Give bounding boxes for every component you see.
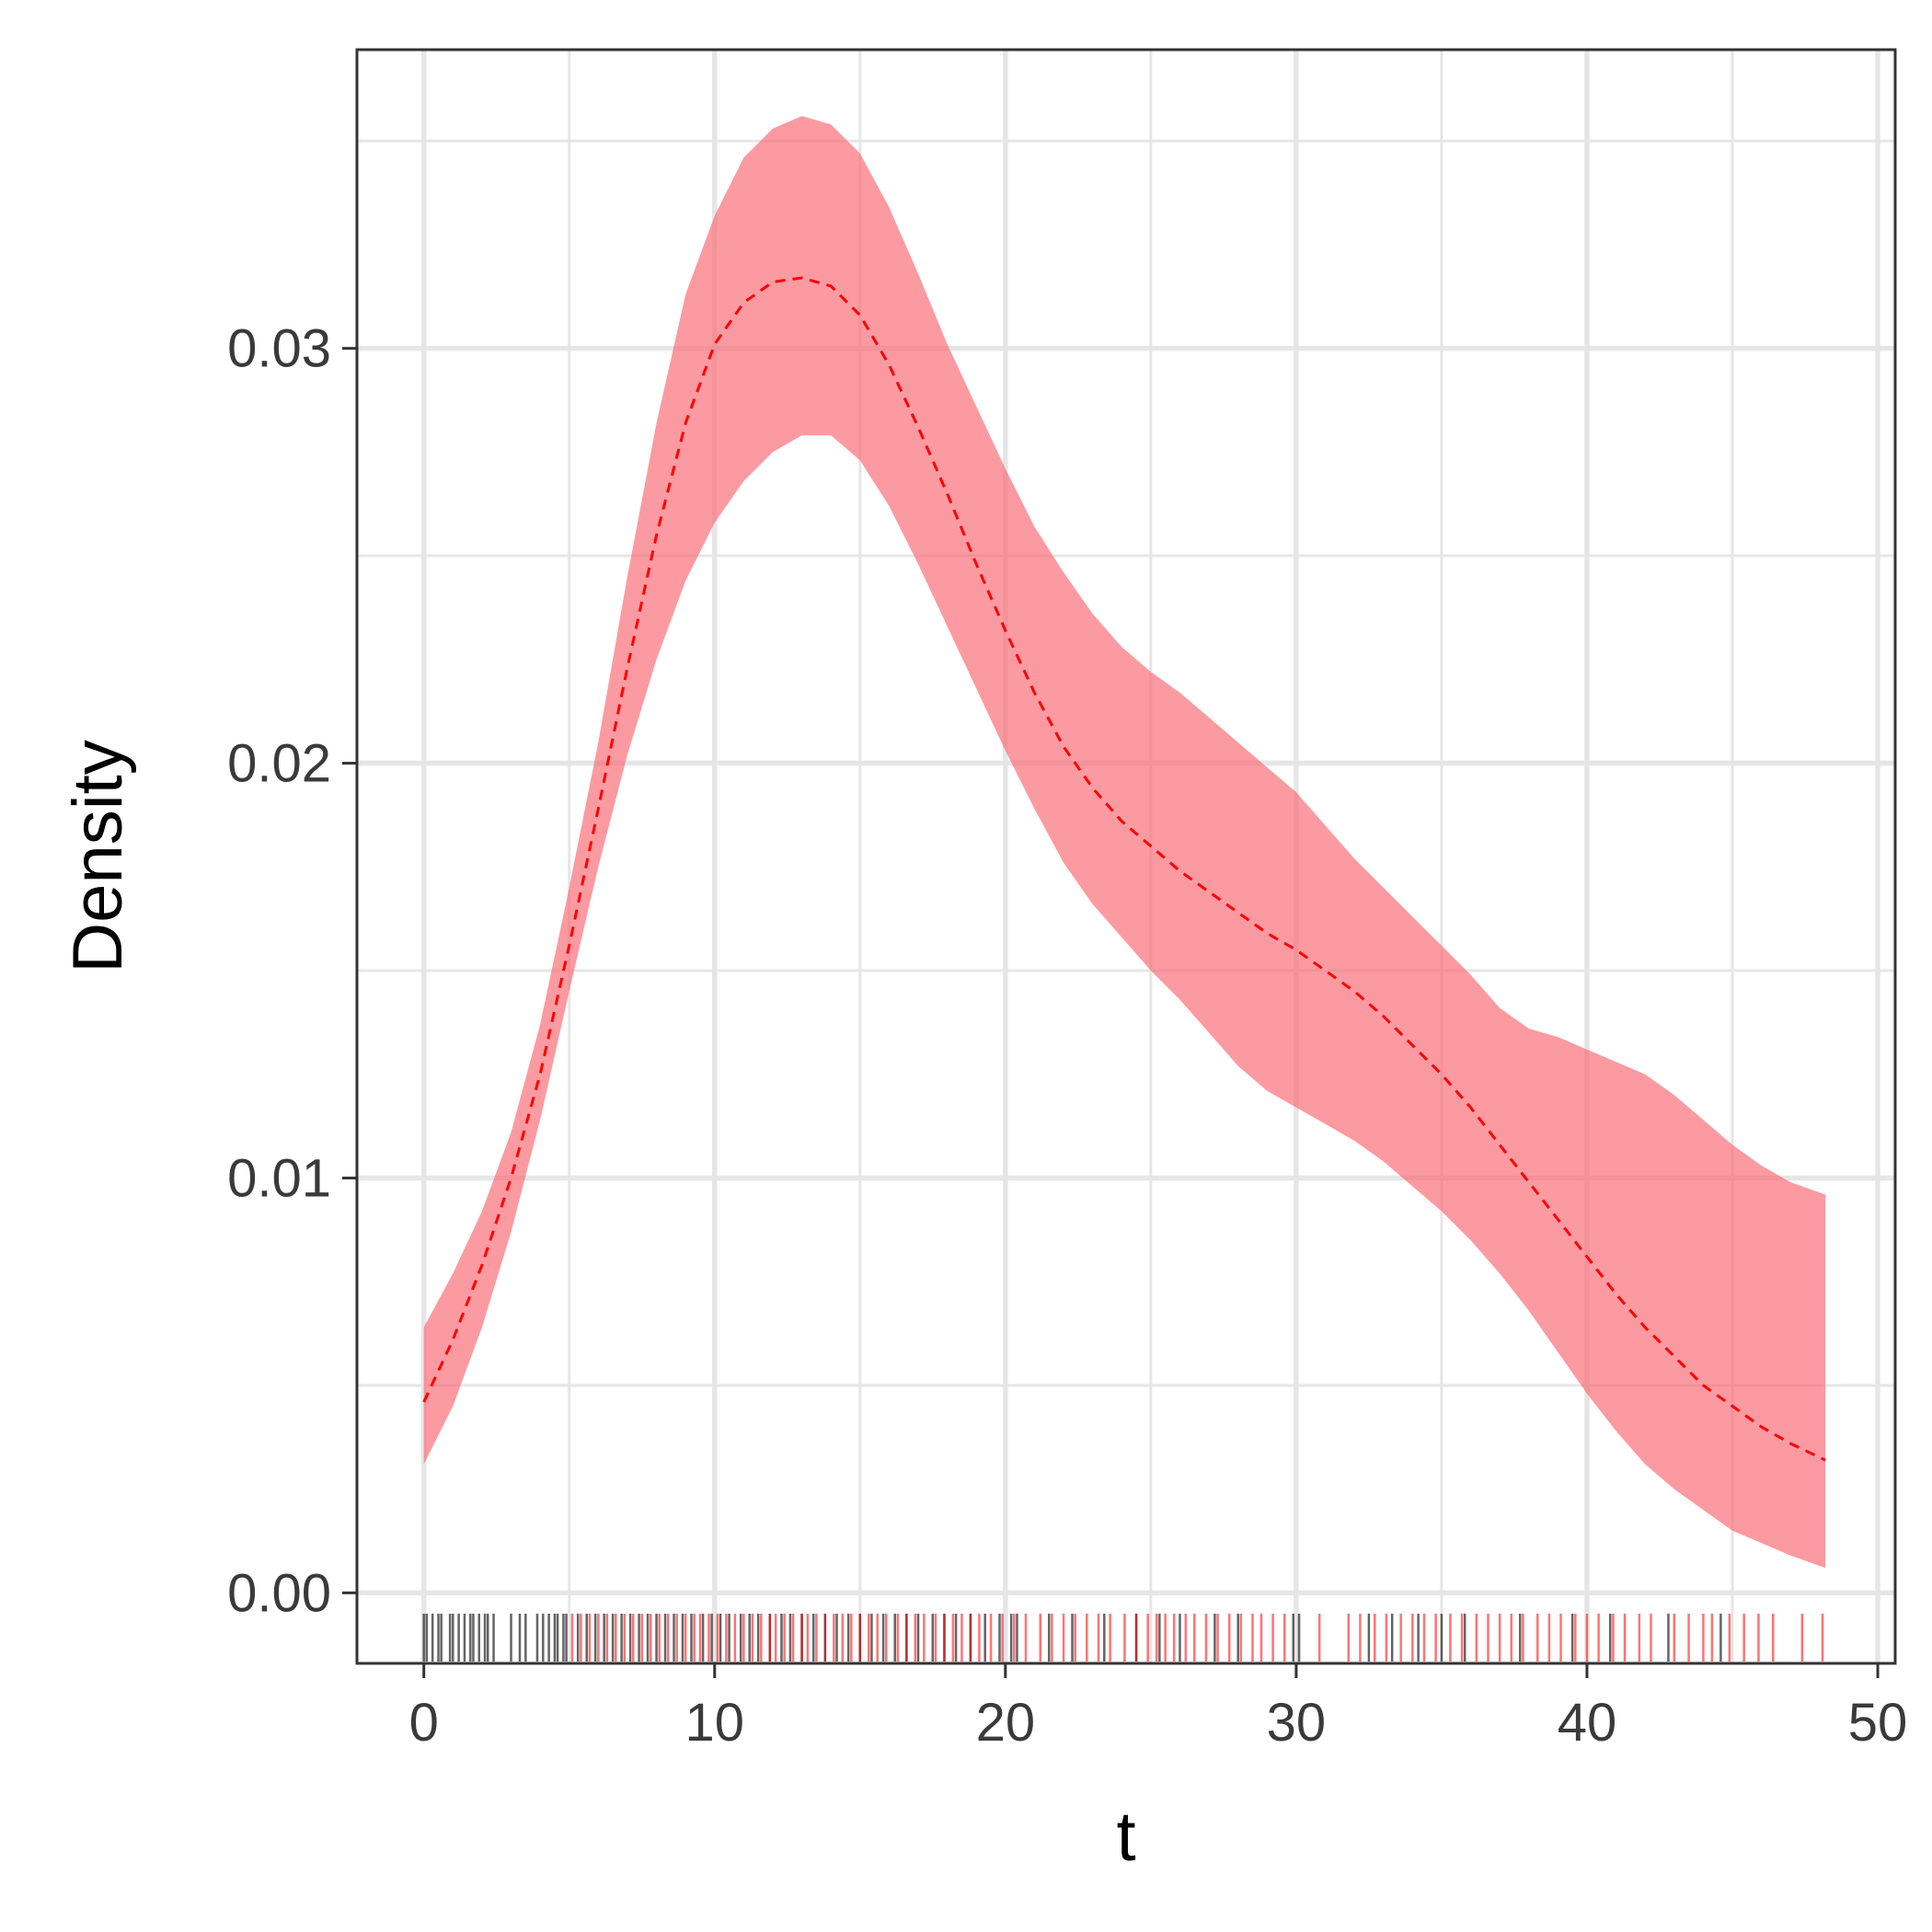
y-tick-label: 0.00 (227, 1563, 331, 1623)
y-tick-label: 0.03 (227, 319, 331, 379)
x-tick-label: 40 (1558, 1693, 1617, 1753)
x-tick-label: 20 (976, 1693, 1036, 1753)
axes: 0 10 20 30 40 50 0.00 0.01 0.02 0.03 (227, 319, 1907, 1753)
x-tick-label: 30 (1267, 1693, 1327, 1753)
y-tick-label: 0.02 (227, 734, 331, 794)
x-axis-title: t (1116, 1798, 1135, 1876)
density-line-layer (422, 276, 1826, 1462)
rug-marks (422, 1614, 1824, 1662)
y-tick-label: 0.01 (227, 1148, 331, 1208)
x-tick-label: 0 (409, 1693, 439, 1753)
x-tick-label: 10 (685, 1693, 745, 1753)
density-line (422, 276, 1826, 1462)
confidence-band (423, 116, 1826, 1569)
confidence-band-layer (423, 116, 1826, 1569)
plot-frame (355, 48, 1897, 1665)
y-axis-title: Density (59, 740, 137, 972)
x-tick-label: 50 (1848, 1693, 1908, 1753)
